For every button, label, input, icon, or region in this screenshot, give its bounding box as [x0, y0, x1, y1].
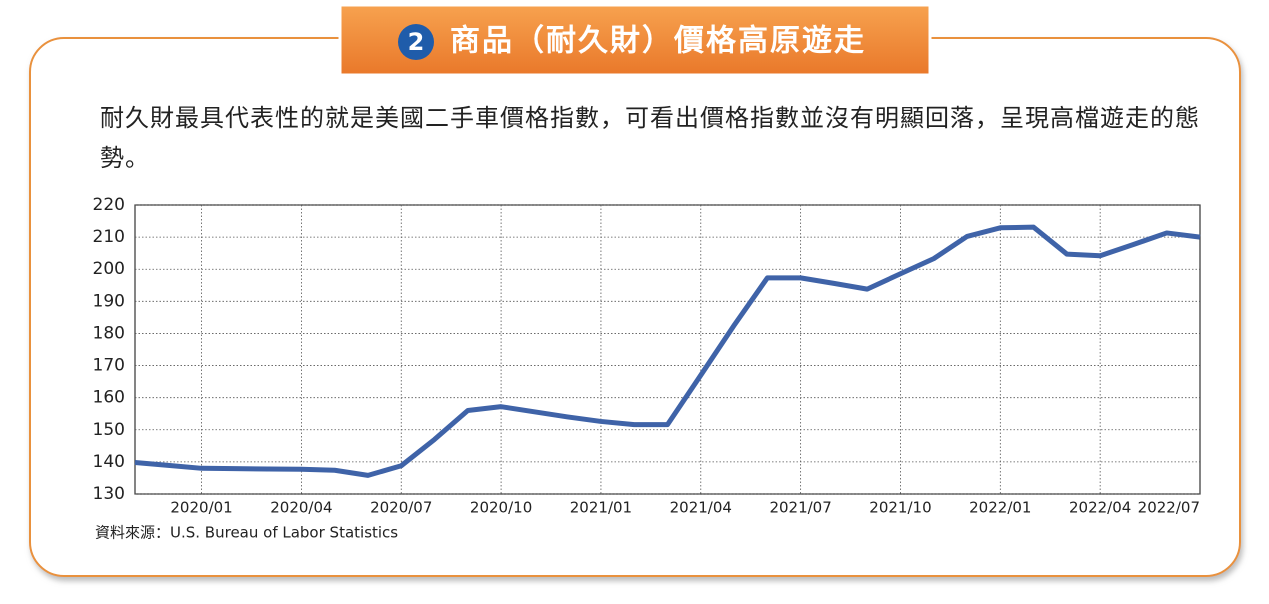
description: 耐久財最具代表性的就是美國二手車價格指數，可看出價格指數並沒有明顯回落，呈現高檔…	[100, 104, 1200, 172]
x-tick-label: 2021/10	[869, 499, 931, 517]
x-tick-label: 2022/04	[1069, 499, 1131, 517]
source: 資料來源：U.S. Bureau of Labor Statistics	[95, 524, 398, 542]
header-title: 商品（耐久財）價格高原遊走	[450, 24, 866, 59]
y-tick-label: 200	[93, 259, 125, 279]
y-tick-label: 140	[93, 452, 125, 472]
y-tick-label: 210	[93, 227, 125, 247]
x-tick-label: 2020/10	[470, 499, 532, 517]
x-tick-label: 2020/04	[270, 499, 332, 517]
x-tick-label: 2020/07	[370, 499, 432, 517]
x-tick-label: 2021/07	[769, 499, 831, 517]
y-tick-label: 190	[93, 291, 125, 311]
y-tick-label: 170	[93, 356, 125, 376]
data-line	[134, 224, 1201, 478]
y-tick-label: 160	[93, 388, 125, 408]
x-tick-label: 2021/04	[670, 499, 732, 517]
header-badge	[398, 24, 434, 60]
header-banner	[338, 3, 932, 77]
x-tick-label: 2022/01	[969, 499, 1031, 517]
header-number: 2	[408, 28, 425, 56]
plot-area	[134, 204, 1201, 495]
x-tick-label: 2020/01	[170, 499, 232, 517]
x-tick-label: 2021/01	[570, 499, 632, 517]
y-tick-label: 130	[93, 484, 125, 504]
x-tick-label: 2022/07	[1138, 499, 1200, 517]
y-tick-label: 150	[93, 420, 125, 440]
y-tick-label: 180	[93, 323, 125, 343]
y-tick-label: 220	[93, 195, 125, 215]
